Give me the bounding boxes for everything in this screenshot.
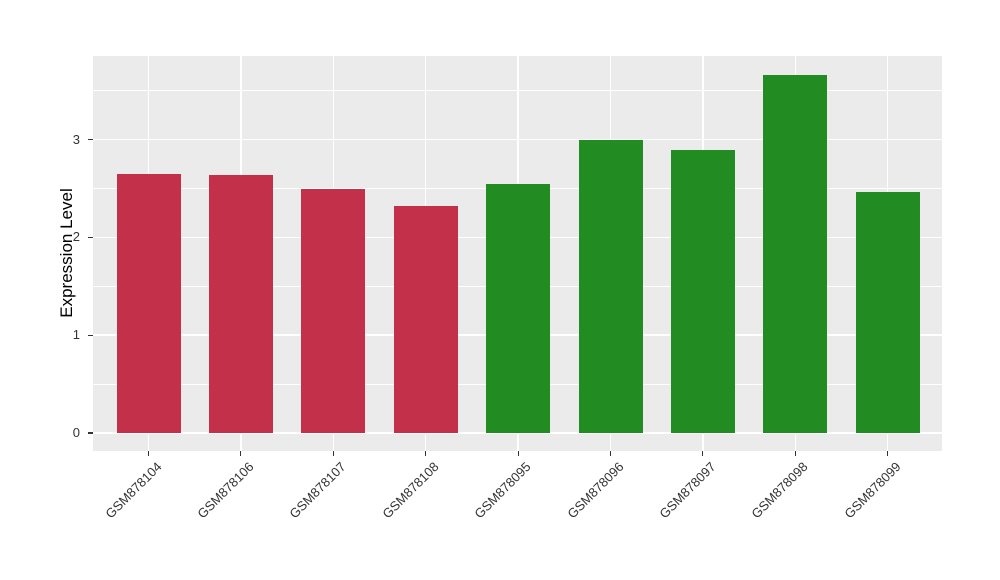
x-tick-mark-GSM878096	[609, 451, 612, 456]
bar-GSM878095	[486, 183, 551, 433]
y-tick-label-1: 1	[72, 327, 80, 343]
x-tick-mark-GSM878099	[887, 451, 889, 456]
y-tick-mark-2	[88, 236, 93, 238]
x-tick-label-GSM878096: GSM878096	[563, 459, 627, 522]
bar-GSM878104	[116, 173, 181, 433]
x-tick-label-GSM878108: GSM878108	[379, 459, 442, 522]
x-tick-mark-GSM878098	[794, 451, 796, 456]
plot-panel	[93, 56, 942, 451]
x-tick-label-GSM878104: GSM878104	[101, 459, 165, 522]
x-tick-mark-GSM878107	[332, 451, 334, 456]
x-tick-label-GSM878107: GSM878107	[286, 459, 349, 522]
y-tick-mark-0	[88, 432, 93, 434]
bar-GSM878099	[855, 192, 920, 433]
x-tick-label-GSM878098: GSM878098	[748, 459, 811, 522]
bar-GSM878097	[670, 150, 735, 433]
x-tick-label-GSM878095: GSM878095	[471, 459, 534, 522]
x-tick-mark-GSM878097	[702, 451, 704, 456]
x-tick-mark-GSM878106	[240, 451, 242, 456]
y-axis-title: Expression Level	[57, 188, 76, 318]
x-tick-mark-GSM878095	[517, 451, 519, 456]
x-tick-label-GSM878097: GSM878097	[656, 459, 719, 522]
bar-GSM878108	[393, 206, 458, 433]
bar-GSM878106	[208, 174, 273, 433]
x-tick-label-GSM878099: GSM878099	[841, 459, 904, 522]
bar-GSM878098	[763, 75, 828, 433]
y-tick-label-3: 3	[72, 131, 80, 147]
y-tick-mark-1	[88, 334, 93, 336]
y-tick-label-0: 0	[72, 425, 80, 440]
x-tick-mark-GSM878108	[425, 451, 427, 456]
x-tick-mark-GSM878104	[147, 451, 150, 456]
bar-GSM878107	[301, 188, 366, 433]
y-tick-label-2: 2	[72, 229, 80, 245]
bar-GSM878096	[578, 139, 643, 433]
x-tick-label-GSM878106: GSM878106	[194, 459, 257, 522]
y-tick-mark-3	[88, 139, 93, 141]
